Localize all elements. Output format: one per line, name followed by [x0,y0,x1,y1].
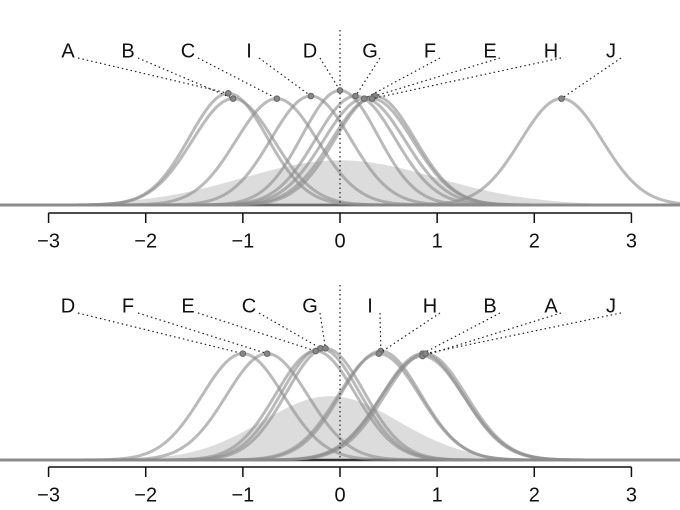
series-label: D [303,40,317,62]
peak-point [368,95,376,102]
series-label: B [121,40,134,62]
series-label: I [367,295,373,317]
series-label: H [423,295,437,317]
x-tick-label: −2 [134,230,157,252]
peak-point [312,347,320,355]
series-label: I [246,40,252,62]
peak-point [360,95,368,102]
leader-line [137,312,268,355]
leader-line [378,312,441,355]
leader-line [319,57,341,91]
peak-point [229,95,237,102]
prior-area [0,160,680,205]
series-label: J [606,295,616,317]
series-label: C [242,295,256,317]
peak-point [273,95,281,102]
prior-area [0,396,680,460]
x-tick-label: 1 [432,484,443,506]
leader-line [197,57,278,100]
series-label: F [122,295,134,317]
series-label: E [181,295,194,317]
series-label: C [181,40,195,62]
leader-line [422,312,501,355]
leader-line [379,312,382,352]
x-tick-label: 2 [529,484,540,506]
series-label: B [483,295,496,317]
x-tick-label: −3 [37,484,60,506]
x-tick-label: −3 [37,230,60,252]
leader-line [374,57,501,97]
leader-line [137,57,234,100]
leader-line [371,57,562,100]
x-tick-label: 2 [529,230,540,252]
peak-point [322,344,329,352]
series-label: J [606,40,616,62]
series-label: G [362,40,378,62]
x-tick-label: 1 [432,230,443,252]
leader-line [364,57,441,100]
leader-line [319,312,327,349]
peak-point [263,350,271,357]
series-label: A [544,295,558,317]
series-label: E [483,40,496,62]
x-tick-label: −1 [231,230,254,252]
leader-line [77,57,229,94]
leader-line [258,57,312,97]
series-label: G [302,295,318,317]
leader-line [422,312,562,357]
series-label: F [424,40,436,62]
x-tick-label: 3 [626,484,637,506]
leader-line [425,312,622,355]
peak-point [352,92,359,100]
peak-point [558,95,565,102]
peak-point [239,350,247,357]
leader-line [197,312,316,352]
leader-line [258,312,321,349]
series-label: H [544,40,558,62]
peak-point [307,92,315,100]
x-tick-label: 0 [334,230,345,252]
series-label: D [61,295,75,317]
leader-line [355,57,381,97]
peak-point [336,87,344,94]
peak-point [375,350,383,357]
x-tick-label: 3 [626,230,637,252]
x-tick-label: −2 [134,484,157,506]
density-curve [0,97,680,207]
leader-line [561,57,622,100]
series-label: A [61,40,75,62]
x-tick-label: −1 [231,484,254,506]
x-tick-label: 0 [334,484,345,506]
peak-point [422,350,429,357]
leader-line [77,312,244,355]
peak-point [224,89,232,97]
